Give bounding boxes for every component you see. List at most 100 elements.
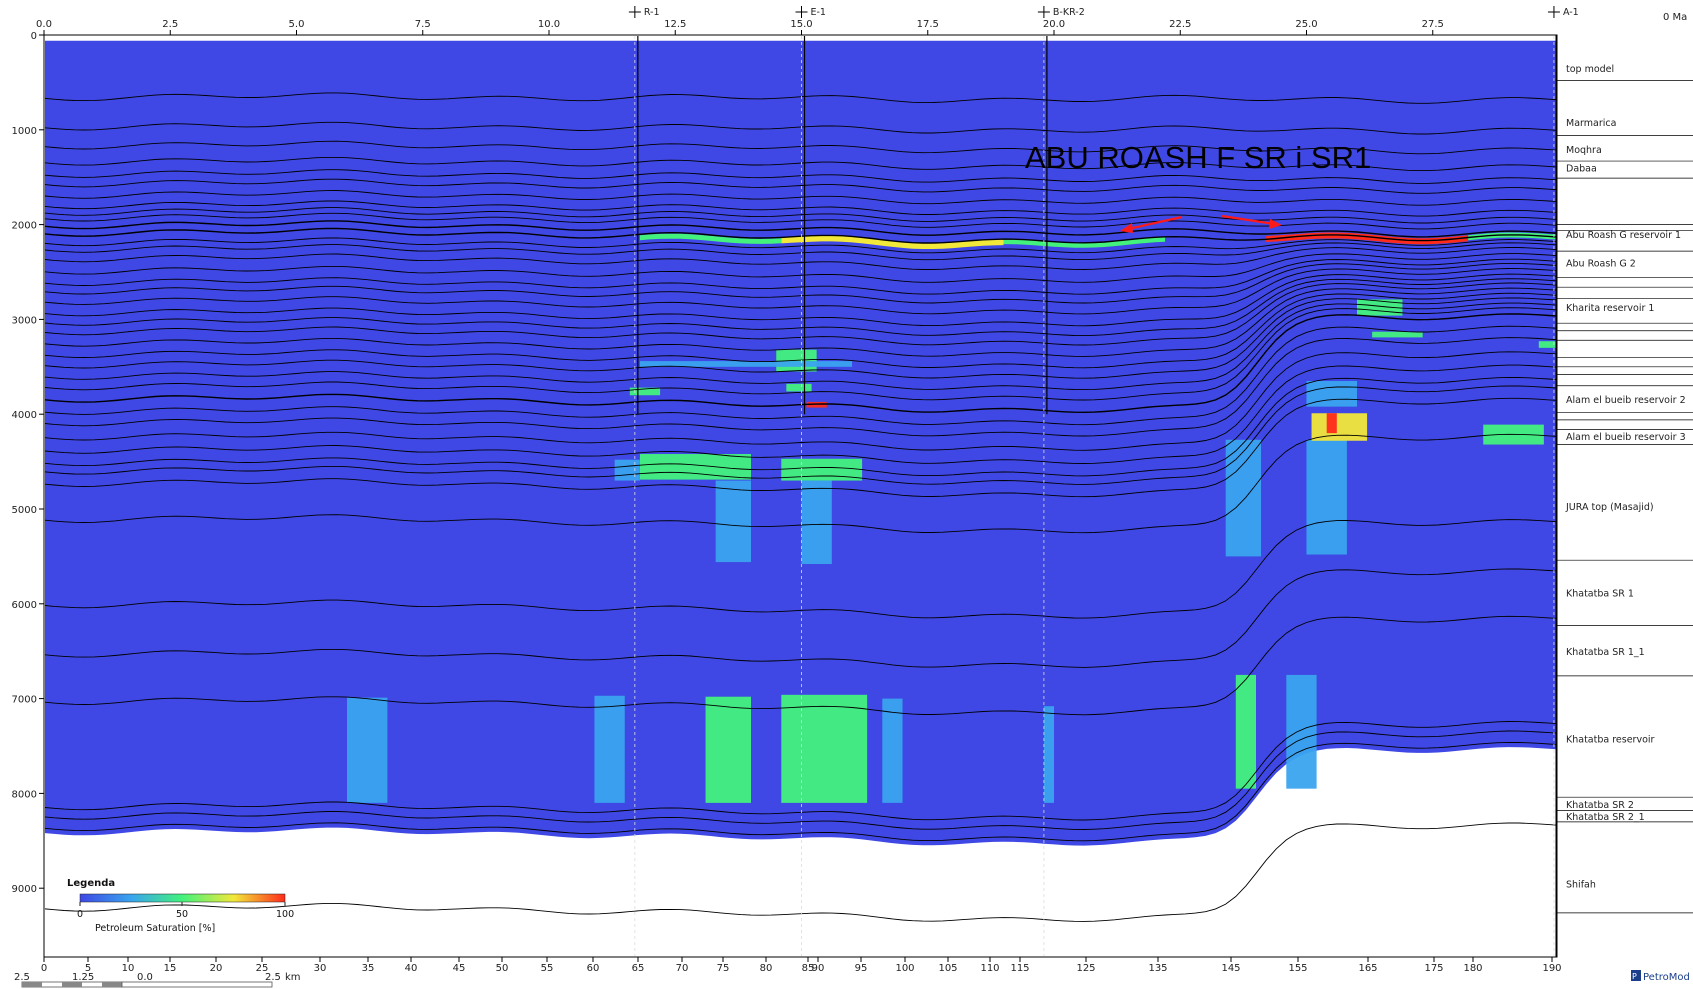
petromod-logo: P PetroMod bbox=[1631, 970, 1690, 983]
depth-tick-label: 3000 bbox=[12, 315, 37, 326]
legend-title: Legenda bbox=[67, 878, 115, 889]
horizon-line bbox=[45, 730, 1556, 830]
bottom-tick-label: 115 bbox=[1010, 963, 1029, 974]
bottom-tick-label: 30 bbox=[314, 963, 327, 974]
layer-label: Marmarica bbox=[1566, 118, 1616, 129]
scale-bar: 2.5 1.25 0.0 2.5 km bbox=[14, 972, 301, 988]
horizon-line bbox=[45, 178, 1556, 194]
well-markers: R-1 E-1 B-KR-2 A-1 bbox=[628, 6, 1579, 18]
bottom-tick-label: 180 bbox=[1463, 963, 1482, 974]
saturation-body bbox=[1372, 331, 1423, 338]
annotation-arrows bbox=[1120, 214, 1282, 233]
bottom-tick-label: 35 bbox=[362, 963, 375, 974]
bottom-tick-label: 40 bbox=[405, 963, 418, 974]
horizon-line bbox=[45, 247, 1556, 270]
top-tick-label: 20.0 bbox=[1043, 19, 1065, 30]
horizon-line bbox=[45, 519, 1556, 619]
horizon-line bbox=[45, 212, 1556, 230]
bottom-tick-label: 65 bbox=[632, 963, 645, 974]
legend-color-bar bbox=[79, 893, 286, 903]
bottom-tick-label: 85 bbox=[802, 963, 815, 974]
layer-label: JURA top (Masajid) bbox=[1565, 502, 1654, 513]
saturation-body bbox=[1043, 706, 1054, 803]
saturation-body bbox=[786, 383, 812, 392]
saturation-body bbox=[639, 454, 751, 480]
bottom-tick-label: 5 bbox=[85, 963, 91, 974]
age-label: 0 Ma bbox=[1663, 12, 1687, 23]
well-lines bbox=[634, 36, 1555, 956]
saturation-body bbox=[1538, 341, 1556, 348]
horizon-line bbox=[45, 741, 1556, 842]
horizon-line bbox=[45, 258, 1556, 295]
top-tick-label: 7.5 bbox=[415, 19, 431, 30]
depth-tick-label: 4000 bbox=[12, 410, 37, 421]
logo-text: PetroMod bbox=[1643, 972, 1690, 983]
well-label: B-KR-2 bbox=[1053, 7, 1085, 18]
horizon-line bbox=[45, 207, 1556, 224]
saturation-body bbox=[1306, 439, 1347, 555]
bottom-tick-label: 45 bbox=[453, 963, 466, 974]
bottom-tick-label: 15 bbox=[164, 963, 177, 974]
bottom-tick-label: 175 bbox=[1424, 963, 1443, 974]
top-tick-label: 10.0 bbox=[538, 19, 560, 30]
plot-frame bbox=[43, 34, 1558, 958]
saturation-body bbox=[882, 698, 903, 803]
layer-label: Khatatba SR 2_1 bbox=[1566, 812, 1645, 823]
bottom-tick-label: 95 bbox=[855, 963, 868, 974]
top-tick-label: 2.5 bbox=[162, 19, 178, 30]
horizon-line bbox=[45, 615, 1556, 716]
layer-label: Alam el bueib reservoir 2 bbox=[1566, 395, 1686, 406]
bottom-tick-label: 60 bbox=[587, 963, 600, 974]
horizon-line bbox=[45, 302, 1556, 391]
saturation-body bbox=[594, 695, 625, 803]
saturation-bodies bbox=[347, 232, 1556, 803]
top-tick-label: 5.0 bbox=[289, 19, 305, 30]
layer-label: Moqhra bbox=[1566, 145, 1602, 156]
top-tick-label: 17.5 bbox=[917, 19, 939, 30]
well-label: E-1 bbox=[811, 7, 826, 18]
scale-bar-label-1: 2.5 bbox=[14, 972, 30, 983]
saturation-body bbox=[1235, 674, 1256, 789]
saturation-body bbox=[639, 361, 852, 367]
layer-label: Khatatba reservoir bbox=[1566, 734, 1655, 745]
annotation-text: ABU ROASH F SR i SR1 bbox=[1025, 140, 1371, 175]
saturation-body bbox=[347, 697, 388, 803]
horizon-line bbox=[45, 297, 1556, 379]
saturation-body bbox=[629, 387, 661, 396]
scale-bar-label-2: 1.25 bbox=[72, 972, 94, 983]
bottom-tick-label: 155 bbox=[1288, 963, 1307, 974]
top-tick-label: 12.5 bbox=[664, 19, 686, 30]
saturation-body bbox=[1225, 439, 1262, 557]
layer-label: Khatatba SR 1_1 bbox=[1566, 647, 1645, 658]
horizon-line bbox=[45, 397, 1556, 498]
depth-tick-label: 1000 bbox=[12, 126, 37, 137]
bottom-tick-label: 135 bbox=[1148, 963, 1167, 974]
bottom-tick-label: 145 bbox=[1221, 963, 1240, 974]
section-fill bbox=[45, 40, 1556, 846]
layer-label: Shifah bbox=[1566, 879, 1596, 890]
top-tick-label: 0.0 bbox=[36, 19, 52, 30]
layer-label: Khatatba SR 1 bbox=[1566, 588, 1634, 599]
layer-label: Abu Roash G 2 bbox=[1566, 259, 1636, 270]
bottom-tick-label: 80 bbox=[760, 963, 773, 974]
scale-bar-unit: km bbox=[285, 972, 301, 983]
well-label: R-1 bbox=[644, 7, 660, 18]
saturation-body bbox=[801, 480, 832, 564]
depth-tick-label: 0 bbox=[31, 31, 37, 42]
horizon-line bbox=[45, 190, 1556, 206]
layer-label-panel: top model Marmarica Moqhra Dabaa Abu Roash G… bbox=[1556, 64, 1693, 914]
horizon-line bbox=[45, 237, 1556, 254]
bottom-tick-label: 110 bbox=[980, 963, 999, 974]
saturation-ribbon bbox=[1468, 232, 1556, 241]
legend-tick-50: 50 bbox=[176, 909, 188, 920]
depth-tick-label: 9000 bbox=[12, 884, 37, 895]
scale-bar-label-4: 2.5 bbox=[265, 972, 281, 983]
horizon-line bbox=[45, 200, 1556, 217]
bottom-tick-label: 190 bbox=[1542, 963, 1561, 974]
bottom-tick-label: 125 bbox=[1076, 963, 1095, 974]
saturation-body bbox=[715, 480, 751, 563]
saturation-ribbon bbox=[1003, 236, 1166, 248]
depth-tick-label: 8000 bbox=[12, 789, 37, 800]
saturation-body bbox=[1311, 413, 1368, 441]
layer-label: Khatatba SR 2 bbox=[1566, 800, 1634, 811]
